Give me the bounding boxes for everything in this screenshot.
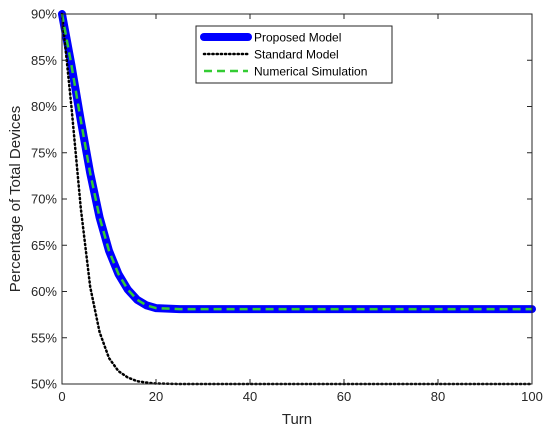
y-tick-label: 90% [31,7,57,22]
ticks-layer: 0 20 40 60 80 100 50% 55% 60% 65% 70% 75% 80% 85% 90% [31,7,543,405]
x-tick-label: 80 [431,389,445,404]
legend-label: Standard Model [254,48,339,62]
x-axis-label: Turn [282,411,312,428]
series-line-3 [60,13,532,311]
y-tick-label: 75% [31,145,57,160]
x-tick-label: 60 [337,389,351,404]
x-tick-label: 100 [521,389,543,404]
x-tick-label: 40 [243,389,257,404]
y-axis-label: Percentage of Total Devices [7,106,24,293]
legend-label: Proposed Model [254,31,341,45]
x-tick-label: 20 [149,389,163,404]
y-tick-label: 65% [31,238,57,253]
y-tick-label: 60% [31,284,57,299]
y-tick-label: 70% [31,192,57,207]
x-tick-label: 0 [58,389,65,404]
y-tick-label: 85% [31,53,57,68]
y-tick-label: 80% [31,99,57,114]
y-tick-label: 55% [31,330,57,345]
legend-label: Numerical Simulation [254,65,367,79]
y-tick-label: 50% [31,377,57,392]
legend: Proposed Model Standard Model Numerical Si… [195,25,393,84]
